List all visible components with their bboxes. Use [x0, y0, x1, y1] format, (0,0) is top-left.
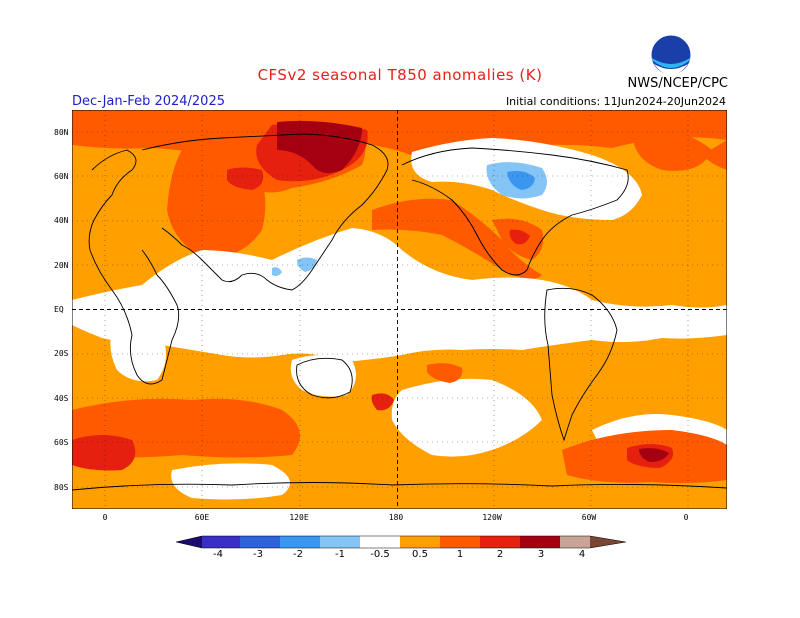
lon-label: 0 — [683, 513, 689, 522]
lat-label: 60N — [54, 172, 69, 181]
lat-label: 20N — [54, 261, 69, 270]
colorbar-tick: 0.5 — [412, 549, 428, 560]
chart-title: CFSv2 seasonal T850 anomalies (K) — [257, 66, 543, 84]
temperature-anomaly-map — [72, 110, 727, 509]
agency-label: NWS/NCEP/CPC — [627, 76, 728, 91]
lat-label: 60S — [54, 438, 69, 447]
lon-label: 0 — [102, 513, 108, 522]
lon-label: 60E — [194, 513, 210, 522]
lat-label: 20S — [54, 349, 69, 358]
colorbar-tick: -1 — [335, 549, 345, 560]
lon-label: 60W — [581, 513, 597, 522]
colorbar-tick: 1 — [456, 549, 464, 560]
lon-label: 180 — [388, 513, 404, 522]
colorbar-tick: 2 — [496, 549, 504, 560]
lat-label: 80S — [54, 483, 69, 492]
lat-label: 40N — [54, 216, 69, 225]
colorbar-tick: -4 — [213, 549, 223, 560]
lat-label: 80N — [54, 128, 69, 137]
colorbar-tick: 3 — [537, 549, 545, 560]
colorbar — [176, 535, 626, 549]
colorbar-tick: -3 — [253, 549, 263, 560]
colorbar-tick: -0.5 — [370, 549, 390, 560]
lon-label: 120E — [289, 513, 309, 522]
lat-label: 40S — [54, 394, 69, 403]
colorbar-tick: 4 — [578, 549, 586, 560]
initial-conditions-label: Initial conditions: 11Jun2024-20Jun2024 — [505, 95, 726, 108]
season-label: Dec-Jan-Feb 2024/2025 — [72, 94, 225, 109]
lon-label: 120W — [482, 513, 502, 522]
noaa-logo-icon — [650, 34, 692, 76]
lat-label: EQ — [54, 305, 64, 314]
colorbar-tick: -2 — [293, 549, 303, 560]
